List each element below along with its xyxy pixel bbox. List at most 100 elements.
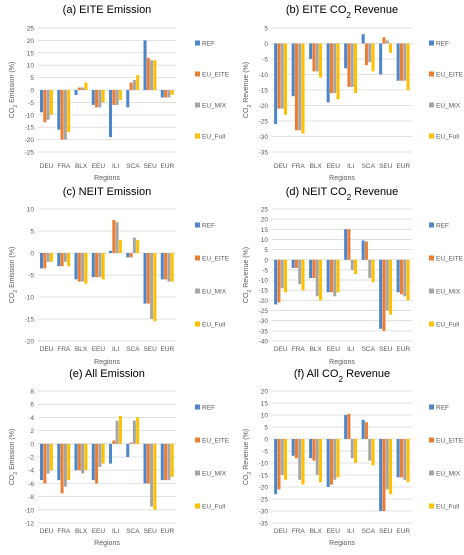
bar	[309, 43, 313, 59]
bar	[294, 43, 298, 131]
bar	[98, 443, 102, 467]
y-tick-label: -5	[262, 449, 268, 456]
y-tick-label: -30	[259, 318, 269, 325]
y-tick-label: -30	[259, 134, 269, 141]
chart-panel: -35 -30 -25 -20 -15 -10 -5 0 5 DEU FRA BLX EEU ILI SCA…	[243, 4, 464, 182]
bar	[112, 220, 116, 253]
bar	[329, 259, 333, 293]
bar	[347, 43, 351, 87]
bar	[274, 259, 278, 305]
x-tick-label: ILI	[112, 528, 119, 535]
bar	[40, 253, 44, 269]
bar	[167, 90, 171, 98]
x-tick-label: FRA	[292, 528, 306, 535]
bar	[354, 43, 358, 94]
bar	[170, 90, 174, 95]
bar	[329, 439, 333, 485]
bar	[399, 439, 403, 478]
bar	[91, 253, 95, 278]
bar	[389, 43, 393, 53]
bar	[40, 443, 44, 481]
y-tick-label: -35	[259, 328, 269, 335]
bar	[298, 259, 302, 285]
bar	[129, 253, 133, 258]
legend-swatch	[195, 255, 200, 261]
bar	[312, 43, 316, 72]
x-tick-label: EEU	[92, 346, 106, 353]
y-tick-label: 5	[30, 75, 34, 82]
bar	[57, 443, 61, 481]
bar	[136, 417, 140, 444]
bar	[301, 439, 305, 485]
legend-swatch	[429, 133, 434, 139]
y-tick-label: 10	[27, 63, 35, 70]
x-tick-label: BLX	[75, 528, 88, 535]
y-tick-label: 10	[261, 237, 269, 244]
legend-label: EU_Full	[202, 322, 226, 329]
bar	[336, 259, 340, 293]
y-tick-label: 0	[30, 441, 34, 448]
bar	[361, 240, 365, 260]
y-tick-label: -25	[25, 150, 35, 157]
bar	[146, 57, 150, 90]
bar	[315, 43, 319, 72]
bar	[368, 43, 372, 63]
bar	[333, 259, 337, 297]
legend-swatch	[195, 437, 200, 443]
y-tick-label: -8	[28, 494, 34, 501]
bar	[170, 253, 174, 282]
bar	[109, 90, 113, 138]
bar	[153, 443, 157, 510]
y-tick-label: 8	[30, 389, 34, 396]
x-tick-label: EUR	[396, 163, 410, 170]
bar	[81, 87, 85, 90]
bar	[95, 90, 99, 108]
bar	[91, 90, 95, 105]
y-tick-label: -12	[25, 521, 35, 528]
bar	[136, 75, 140, 90]
y-tick-label: 20	[261, 217, 269, 224]
legend-swatch	[429, 470, 434, 476]
y-tick-label: -10	[259, 461, 269, 468]
y-tick-label: 0	[264, 437, 268, 444]
x-tick-label: BLX	[75, 346, 88, 353]
y-tick-label: 10	[27, 207, 35, 214]
y-tick-label: -5	[262, 267, 268, 274]
legend-swatch	[195, 133, 200, 139]
bar	[164, 253, 168, 280]
y-tick-label: -35	[259, 150, 269, 157]
chart-panel: -12 -10 -8 -6 -4 -2 0 2 4 6 8 DEU FRA BLX EEU ILI SCA SEU…	[9, 368, 230, 547]
legend-swatch	[195, 40, 200, 46]
legend-label: REF	[436, 41, 449, 48]
chart-title: (b) EITE CO2 Revenue	[286, 4, 398, 20]
bar	[294, 259, 298, 268]
bar	[274, 43, 278, 125]
bar	[291, 259, 295, 268]
bar	[101, 253, 105, 280]
bar	[126, 90, 130, 108]
bar	[150, 443, 154, 507]
y-tick-label: -15	[259, 288, 269, 295]
bar	[333, 43, 337, 94]
bar	[382, 439, 386, 511]
bar	[49, 253, 53, 262]
y-axis-title: CO2 Emission (%)	[9, 429, 19, 486]
bar	[280, 259, 284, 289]
y-tick-label: 10	[261, 413, 269, 420]
bar	[396, 439, 400, 478]
bar	[101, 443, 105, 464]
bar	[399, 43, 403, 81]
bar	[284, 439, 288, 480]
legend-label: REF	[202, 223, 215, 230]
bar	[315, 439, 319, 475]
bar	[379, 439, 383, 511]
x-tick-label: SEU	[143, 346, 157, 353]
y-axis-title: CO2 Revenue (%)	[243, 62, 253, 118]
y-tick-label: 20	[27, 38, 35, 45]
y-tick-label: 0	[30, 251, 34, 258]
legend-label: EU_Full	[436, 134, 460, 141]
bar	[84, 82, 88, 90]
x-tick-label: EUR	[161, 346, 175, 353]
legend-label: REF	[436, 405, 449, 412]
bar	[379, 43, 383, 75]
